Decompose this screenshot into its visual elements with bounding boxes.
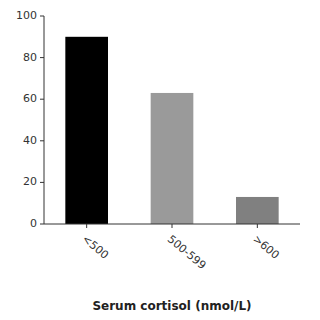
y-tick <box>40 99 44 100</box>
y-tick-label: 80 <box>23 51 37 64</box>
y-tick-label: 60 <box>23 92 37 105</box>
x-tick-label: <500 <box>80 232 112 261</box>
y-tick <box>40 140 44 141</box>
y-tick-label: 20 <box>23 175 37 188</box>
x-axis-label: Serum cortisol (nmol/L) <box>92 299 251 313</box>
y-tick-label: 40 <box>23 134 37 147</box>
bars <box>65 37 278 224</box>
bar <box>65 37 108 224</box>
y-tick <box>40 224 44 225</box>
chart-container: 0 20 40 60 80 100 <500 500-599 >600 Serum cortiso… <box>0 0 320 320</box>
y-tick-label: 100 <box>16 9 37 22</box>
x-tick <box>257 224 258 228</box>
x-tick <box>86 224 87 228</box>
x-tick-label: >600 <box>250 232 282 261</box>
y-tick <box>40 57 44 58</box>
y-tick <box>40 16 44 17</box>
y-axis-line <box>44 16 45 224</box>
y-tick-label: 0 <box>30 217 37 230</box>
chart: 0 20 40 60 80 100 <500 500-599 >600 Serum cortiso… <box>0 0 320 320</box>
x-tick <box>172 224 173 228</box>
y-tick <box>40 182 44 183</box>
x-tick-label: 500-599 <box>165 232 209 272</box>
bar <box>151 93 194 224</box>
bar <box>236 197 279 224</box>
